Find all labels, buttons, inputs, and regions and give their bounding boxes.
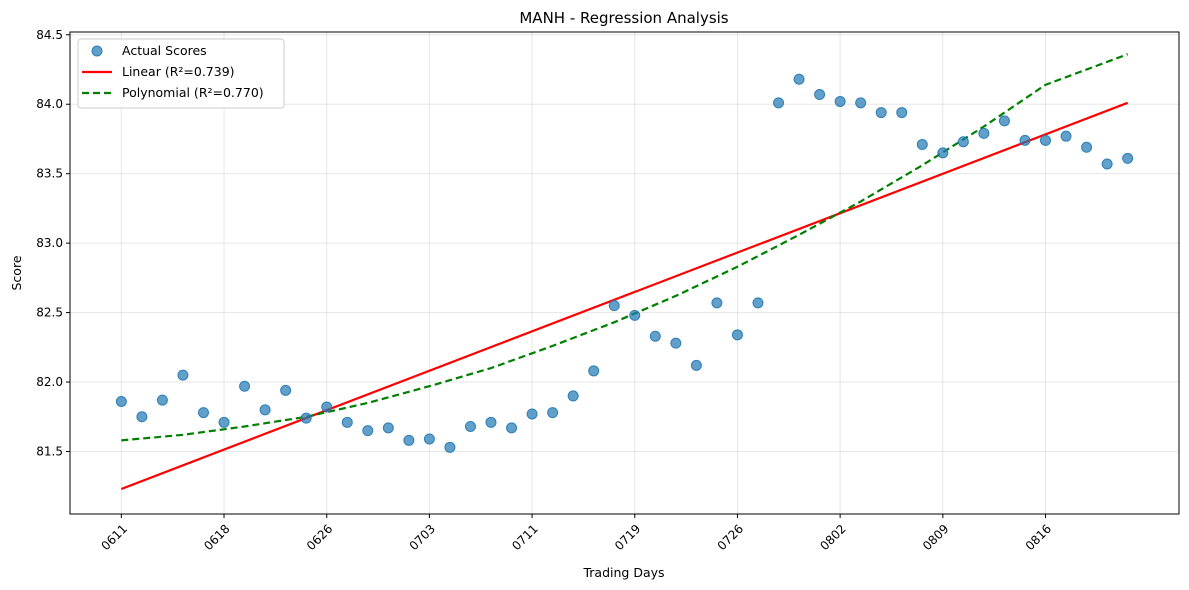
data-series	[115, 53, 1134, 491]
plot-border	[69, 31, 1180, 515]
legend-label-actual: Actual Scores	[122, 43, 207, 58]
scatter-point	[629, 309, 641, 321]
scatter-point	[875, 107, 887, 119]
y-tick-label: 84.5	[36, 28, 63, 42]
scatter-point	[670, 337, 682, 349]
scatter-point	[321, 401, 333, 413]
scatter-point	[341, 416, 353, 428]
scatter-point	[1019, 134, 1031, 146]
scatter-point	[506, 422, 518, 434]
scatter-point	[362, 425, 374, 437]
scatter-point	[526, 408, 538, 420]
scatter-point	[403, 434, 415, 446]
scatter-point	[752, 297, 764, 309]
scatter-point	[834, 95, 846, 107]
legend-marker-actual	[91, 45, 103, 57]
x-tick-label: 0626	[304, 522, 335, 553]
scatter-point	[793, 73, 805, 85]
x-axis-label: Trading Days	[582, 565, 664, 580]
legend-label-polynomial: Polynomial (R²=0.770)	[122, 85, 264, 100]
x-tick-label: 0802	[817, 522, 848, 553]
x-tick-label: 0611	[99, 522, 130, 553]
y-tick-label: 83.0	[36, 236, 63, 250]
scatter-point	[978, 127, 990, 139]
legend-box	[77, 38, 285, 109]
legend: Actual Scores Linear (R²=0.739) Polynomi…	[77, 38, 285, 109]
y-tick-label: 83.5	[36, 167, 63, 181]
scatter-point	[485, 416, 497, 428]
scatter-point	[1081, 141, 1093, 153]
x-tick-label: 0816	[1023, 522, 1054, 553]
x-tick-label: 0719	[612, 522, 643, 553]
scatter-point	[444, 441, 456, 453]
plot-area	[70, 32, 1179, 514]
y-tick-label: 82.0	[36, 375, 63, 389]
scatter-point	[156, 394, 168, 406]
chart-title: MANH - Regression Analysis	[519, 9, 728, 27]
y-axis-ticks: 81.5 82.0 82.5 83.0 83.5 84.0 84.5	[36, 28, 70, 458]
y-tick-label: 82.5	[36, 306, 63, 320]
scatter-point	[731, 329, 743, 341]
x-tick-label: 0809	[920, 522, 951, 553]
scatter-point	[1101, 158, 1113, 170]
scatter-point	[588, 365, 600, 377]
scatter-point	[464, 420, 476, 432]
scatter-point	[998, 115, 1010, 127]
scatter-point	[649, 330, 661, 342]
scatter-point	[300, 412, 312, 424]
scatter-point	[896, 107, 908, 119]
scatter-point	[218, 416, 230, 428]
scatter-point	[957, 136, 969, 148]
y-tick-label: 84.0	[36, 97, 63, 111]
scatter-point	[177, 369, 189, 381]
scatter-point	[773, 97, 785, 109]
y-tick-label: 81.5	[36, 444, 63, 458]
scatter-point	[690, 359, 702, 371]
scatter-point	[855, 97, 867, 109]
scatter-point	[1122, 152, 1134, 164]
scatter-point	[1060, 130, 1072, 142]
x-tick-label: 0711	[509, 522, 540, 553]
scatter-point	[937, 147, 949, 159]
polynomial-fit-line	[121, 53, 1129, 442]
scatter-point	[547, 407, 559, 419]
scatter-point	[239, 380, 251, 392]
scatter-point	[711, 297, 723, 309]
scatter-point	[259, 404, 271, 416]
scatter-point	[197, 407, 209, 419]
scatter-point	[382, 422, 394, 434]
scatter-point	[1040, 134, 1052, 146]
x-tick-label: 0618	[201, 522, 232, 553]
linear-fit-line	[120, 101, 1129, 491]
scatter-point	[567, 390, 579, 402]
scatter-point	[423, 433, 435, 445]
scatter-point	[136, 411, 148, 423]
scatter-point	[608, 300, 620, 312]
scatter-point	[115, 395, 127, 407]
scatter-point	[280, 384, 292, 396]
x-axis-ticks: 0611 0618 0626 0703 0711 0719 0726 0802 0809 0816	[99, 514, 1054, 553]
y-axis-label: Score	[9, 255, 24, 290]
x-tick-label: 0726	[715, 522, 746, 553]
scatter-point	[814, 89, 826, 101]
scatter-point	[916, 139, 928, 151]
x-tick-label: 0703	[407, 522, 438, 553]
legend-label-linear: Linear (R²=0.739)	[122, 64, 235, 79]
